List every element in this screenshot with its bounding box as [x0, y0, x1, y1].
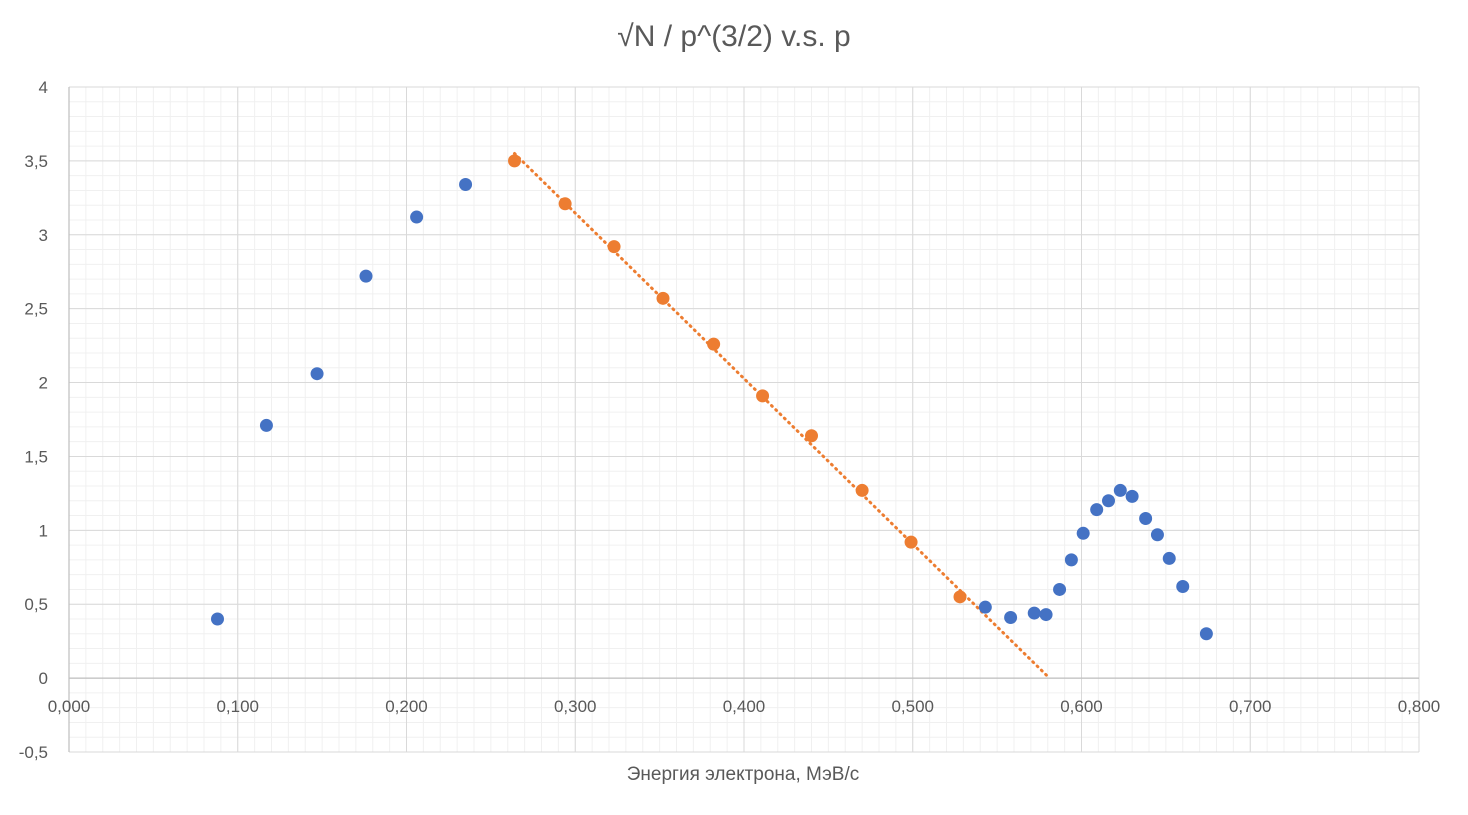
x-tick-label: 0,100	[216, 697, 259, 716]
data-point	[1027, 606, 1041, 620]
data-point	[656, 291, 670, 305]
x-tick-label: 0,200	[385, 697, 428, 716]
axes	[68, 87, 1419, 752]
data-point	[953, 590, 967, 604]
x-tick-label: 0,400	[723, 697, 766, 716]
data-point	[756, 389, 770, 403]
y-tick-labels: -0,5 0 0,5 1 1,5 2 2,5 3 3,5 4	[19, 78, 48, 762]
data-point	[508, 154, 521, 168]
y-tick-label: 2	[39, 374, 48, 393]
series-1	[211, 178, 1213, 641]
x-tick-label: 0,000	[48, 697, 91, 716]
data-point	[359, 269, 373, 283]
data-point	[459, 178, 473, 192]
y-tick-label: 2,5	[24, 300, 48, 319]
data-point	[1053, 582, 1067, 596]
data-point	[855, 483, 869, 497]
series-2	[508, 154, 967, 604]
x-tick-label: 0,700	[1229, 697, 1272, 716]
y-tick-label: 3	[39, 226, 48, 245]
data-point	[1039, 608, 1053, 622]
linear-trendline	[513, 152, 1051, 680]
y-tick-label: 1,5	[24, 447, 48, 466]
data-point	[1125, 489, 1139, 503]
x-tick-label: 0,600	[1060, 697, 1103, 716]
data-point	[978, 600, 992, 614]
data-point	[1004, 611, 1018, 625]
data-point	[1162, 551, 1176, 565]
data-point	[211, 612, 224, 626]
y-tick-label: 0,5	[24, 595, 48, 614]
data-point	[1076, 526, 1090, 540]
x-tick-label: 0,300	[554, 697, 597, 716]
x-axis-title: Энергия электрона, МэВ/с	[627, 764, 860, 785]
data-point	[1064, 553, 1078, 567]
data-point	[1199, 627, 1213, 641]
y-tick-label: 0	[39, 669, 48, 688]
x-tick-label: 0,500	[891, 697, 934, 716]
data-point	[410, 210, 424, 224]
x-tick-labels: 0,000 0,100 0,200 0,300 0,400 0,500 0,600 0,700…	[48, 697, 1441, 716]
x-tick-label: 0,800	[1398, 697, 1441, 716]
data-point	[1090, 503, 1104, 517]
y-tick-label: 4	[39, 78, 48, 97]
data-point	[805, 429, 818, 443]
data-points	[211, 154, 1213, 641]
data-point	[607, 240, 621, 254]
data-point	[1176, 579, 1190, 593]
y-tick-label: 1	[39, 521, 48, 540]
data-point	[558, 197, 572, 211]
data-point	[707, 337, 721, 351]
data-point	[1113, 483, 1127, 497]
chart-title: √N / p^(3/2) v.s. p	[617, 20, 851, 53]
data-point	[259, 418, 273, 432]
data-point	[310, 367, 324, 381]
data-point	[1102, 494, 1115, 508]
data-point	[1150, 528, 1164, 542]
y-tick-label: 3,5	[24, 152, 48, 171]
data-point	[904, 535, 918, 549]
data-point	[1139, 512, 1153, 526]
trendline	[513, 152, 1051, 680]
y-tick-label: -0,5	[19, 743, 48, 762]
